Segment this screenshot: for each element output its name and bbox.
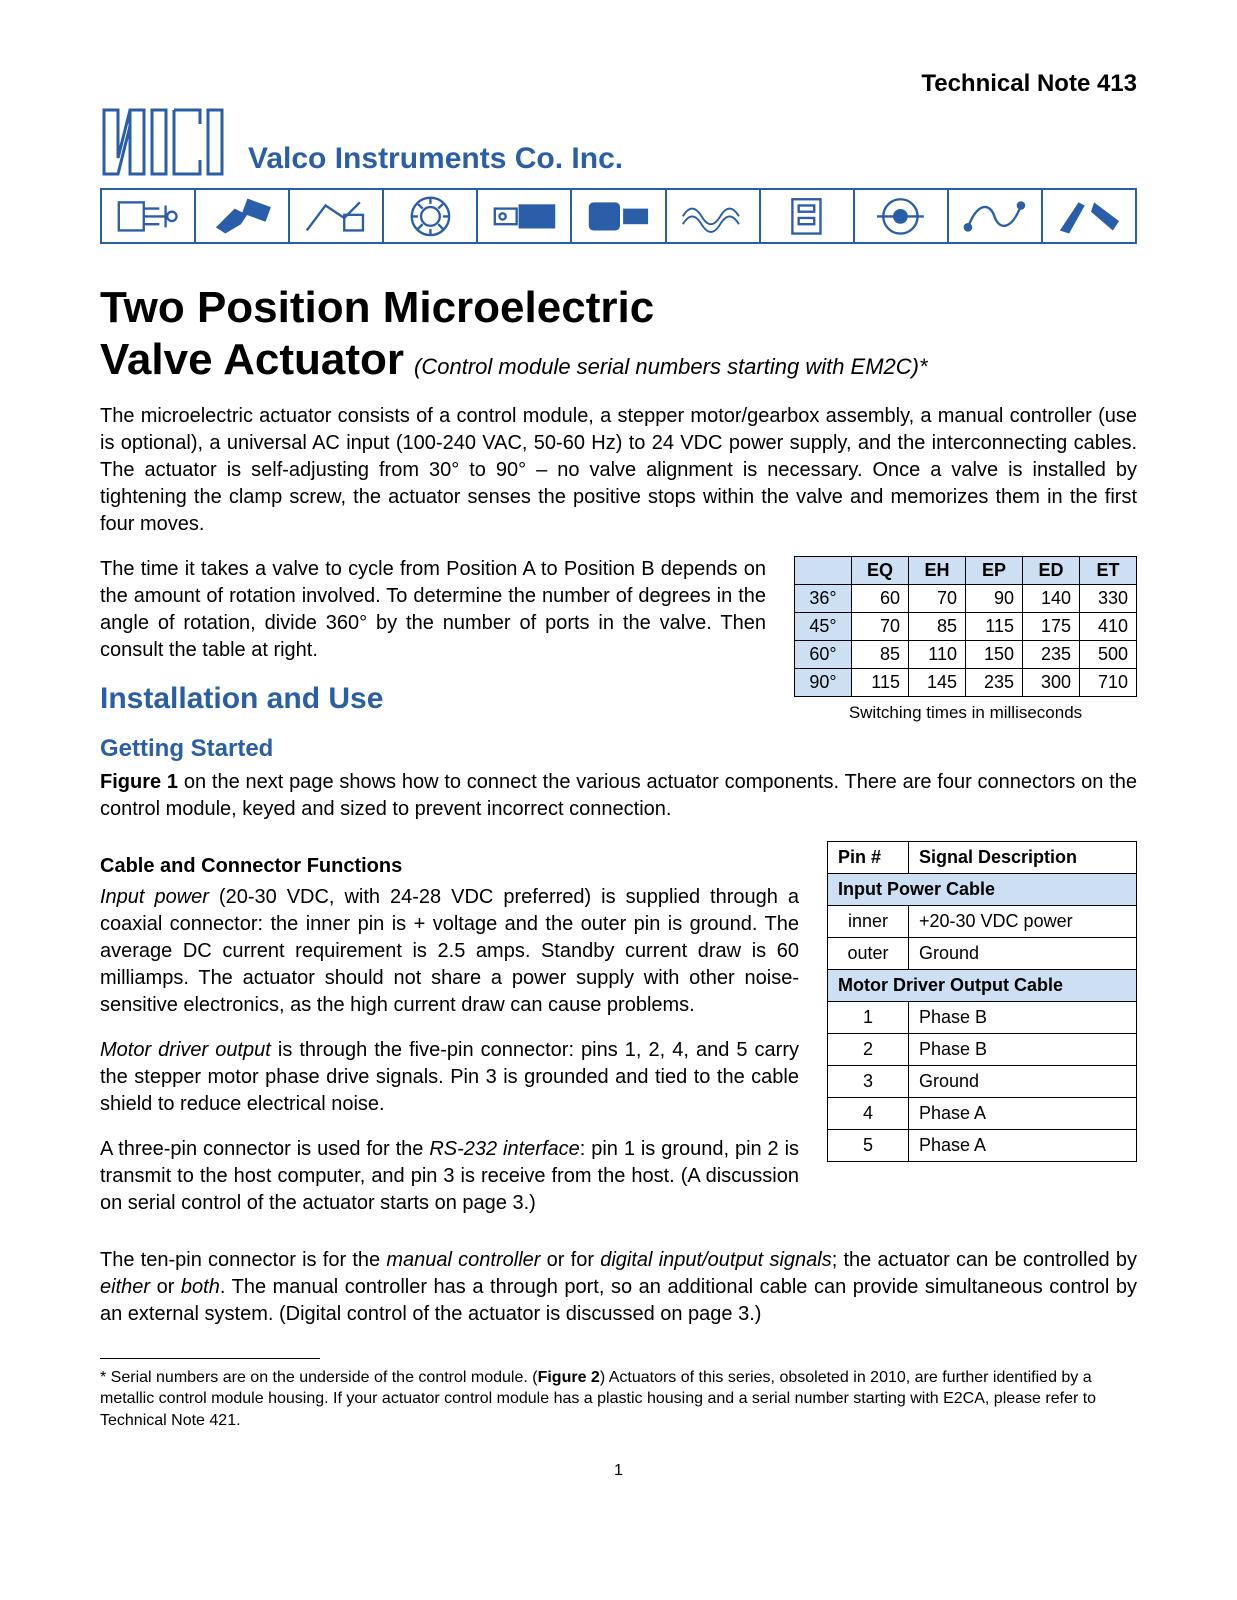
- banner-icon: [572, 190, 666, 242]
- banner-icon: [196, 190, 290, 242]
- table-header: EQ: [852, 556, 909, 584]
- logo-row: Valco Instruments Co. Inc.: [100, 106, 1137, 178]
- table-row: 60° 85110150235500: [795, 640, 1137, 668]
- banner-icon: [102, 190, 196, 242]
- intro-paragraph: The microelectric actuator consists of a…: [100, 403, 1137, 538]
- timing-table: EQ EH EP ED ET 36° 607090140330 45° 7085…: [794, 556, 1137, 697]
- pin-section: Motor Driver Output Cable: [828, 969, 1137, 1001]
- table-row: 36° 607090140330: [795, 584, 1137, 612]
- footnote: * Serial numbers are on the underside of…: [100, 1367, 1137, 1432]
- timing-caption: Switching times in milliseconds: [794, 703, 1137, 723]
- table-row: 4Phase A: [828, 1097, 1137, 1129]
- section-installation: Installation and Use: [100, 682, 766, 716]
- tenpin-paragraph: The ten-pin connector is for the manual …: [100, 1247, 1137, 1328]
- vici-logo: [100, 106, 240, 178]
- table-row: 45° 7085115175410: [795, 612, 1137, 640]
- rs232-paragraph: A three-pin connector is used for the RS…: [100, 1136, 799, 1217]
- pin-table: Pin # Signal Description Input Power Cab…: [827, 841, 1137, 1162]
- table-header: ET: [1080, 556, 1137, 584]
- table-row: 3Ground: [828, 1065, 1137, 1097]
- section-cable-functions: Cable and Connector Functions: [100, 855, 799, 878]
- banner-icon: [384, 190, 478, 242]
- table-row: 1Phase B: [828, 1001, 1137, 1033]
- table-row: 90° 115145235300710: [795, 668, 1137, 696]
- table-row: outerGround: [828, 937, 1137, 969]
- banner-icon: [855, 190, 949, 242]
- section-getting-started: Getting Started: [100, 735, 1137, 763]
- getting-started-paragraph: Figure 1 on the next page shows how to c…: [100, 769, 1137, 823]
- page-number: 1: [100, 1462, 1137, 1480]
- table-header: EH: [909, 556, 966, 584]
- footnote-rule: [100, 1358, 320, 1359]
- banner-icon: [290, 190, 384, 242]
- technical-note-label: Technical Note 413: [100, 70, 1137, 98]
- table-header: EP: [966, 556, 1023, 584]
- title-line2: Valve Actuator: [100, 336, 404, 384]
- banner-icon: [1043, 190, 1135, 242]
- title-subtitle: (Control module serial numbers starting …: [414, 354, 928, 380]
- table-header: ED: [1023, 556, 1080, 584]
- title-line1: Two Position Microelectric: [100, 284, 1137, 332]
- pin-header: Signal Description: [909, 841, 1137, 873]
- banner-icon: [478, 190, 572, 242]
- table-row: inner+20-30 VDC power: [828, 905, 1137, 937]
- pin-section: Input Power Cable: [828, 873, 1137, 905]
- input-power-paragraph: Input power (20-30 VDC, with 24-28 VDC p…: [100, 884, 799, 1019]
- company-name: Valco Instruments Co. Inc.: [248, 142, 623, 178]
- product-banner: [100, 188, 1137, 244]
- table-corner: [795, 556, 852, 584]
- banner-icon: [949, 190, 1043, 242]
- pin-header: Pin #: [828, 841, 909, 873]
- motor-driver-paragraph: Motor driver output is through the five-…: [100, 1037, 799, 1118]
- timing-paragraph: The time it takes a valve to cycle from …: [100, 556, 766, 664]
- table-row: 2Phase B: [828, 1033, 1137, 1065]
- banner-icon: [761, 190, 855, 242]
- banner-icon: [667, 190, 761, 242]
- table-row: 5Phase A: [828, 1129, 1137, 1161]
